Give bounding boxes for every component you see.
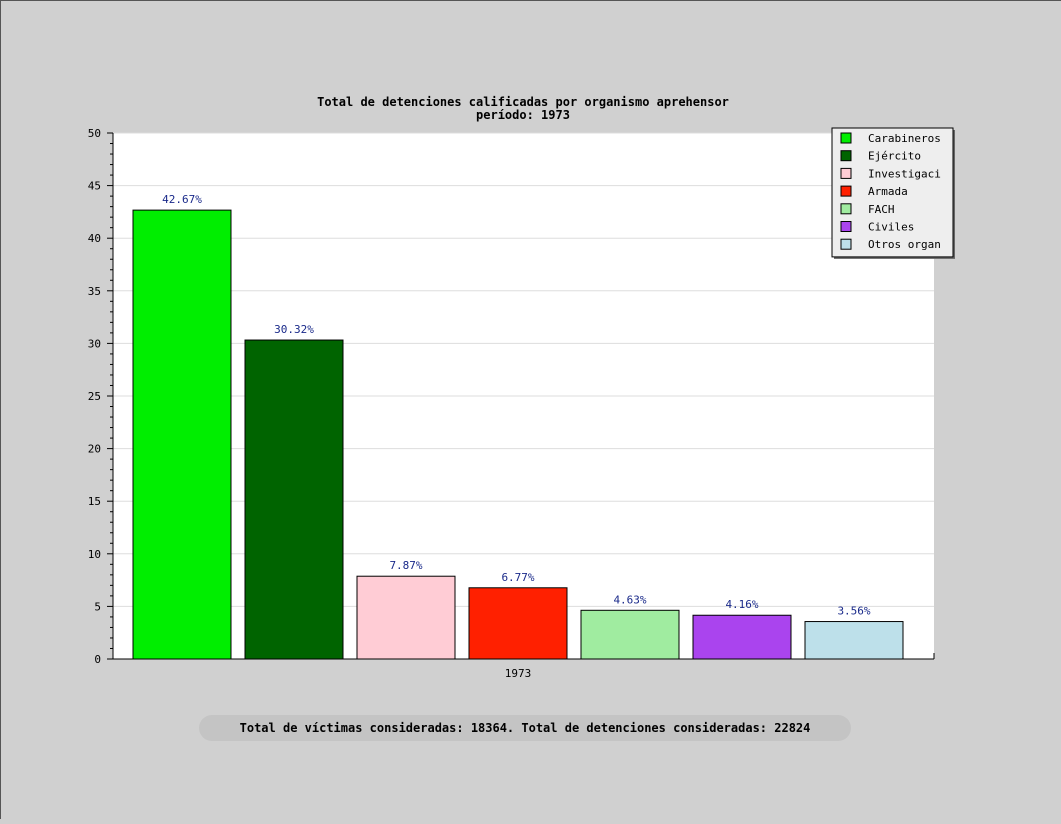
bar xyxy=(132,209,232,660)
bar xyxy=(356,575,456,660)
y-tick-label: 0 xyxy=(94,653,101,666)
legend-box xyxy=(831,127,954,258)
legend-label: Investigaci xyxy=(868,167,941,180)
y-tick-label: 25 xyxy=(88,390,101,403)
bar-value-label: 3.56% xyxy=(837,605,870,618)
y-tick-label: 5 xyxy=(94,600,101,613)
y-tick-label: 50 xyxy=(88,127,101,140)
y-tick-label: 45 xyxy=(88,180,101,193)
bar-value-label: 30.32% xyxy=(274,323,314,336)
footer-text: Total de víctimas consideradas: 18364. T… xyxy=(240,721,811,735)
y-tick-label: 30 xyxy=(88,337,101,350)
legend: Carabineros Ejército Investigaci Armada FACH… xyxy=(831,127,955,259)
legend-swatch xyxy=(840,132,852,144)
bar xyxy=(244,339,344,660)
footer-badge xyxy=(199,715,851,741)
legend-swatch xyxy=(840,221,852,232)
legend-swatch xyxy=(840,150,852,162)
legend-swatch xyxy=(840,185,852,197)
legend-swatch xyxy=(840,167,852,179)
legend-label: Armada xyxy=(868,185,908,198)
legend-label: Carabineros xyxy=(868,132,941,145)
legend-label: Otros organ xyxy=(868,238,941,251)
bar-value-label: 4.16% xyxy=(725,598,758,611)
y-tick-label: 20 xyxy=(88,443,101,456)
bar-value-label: 6.77% xyxy=(501,571,534,584)
legend-label: Ejército xyxy=(868,150,921,163)
legend-label: Civiles xyxy=(868,221,914,234)
legend-swatch xyxy=(840,203,852,215)
legend-label: FACH xyxy=(868,203,895,216)
legend-swatch xyxy=(840,238,852,250)
chart-subtitle: período: 1973 xyxy=(476,108,570,122)
bar-value-label: 7.87% xyxy=(389,559,422,572)
bar xyxy=(580,609,680,660)
bar xyxy=(804,621,904,660)
y-tick-label: 15 xyxy=(88,495,101,508)
x-tick-label: 1973 xyxy=(505,667,532,680)
bar-value-label: 42.67% xyxy=(162,193,202,206)
chart-title: Total de detenciones calificadas por org… xyxy=(317,95,729,109)
bar xyxy=(692,614,792,660)
y-tick-label: 40 xyxy=(88,232,101,245)
y-tick-label: 35 xyxy=(88,285,101,298)
y-tick-label: 10 xyxy=(88,548,101,561)
bar-value-label: 4.63% xyxy=(613,593,646,606)
bar xyxy=(468,587,568,660)
